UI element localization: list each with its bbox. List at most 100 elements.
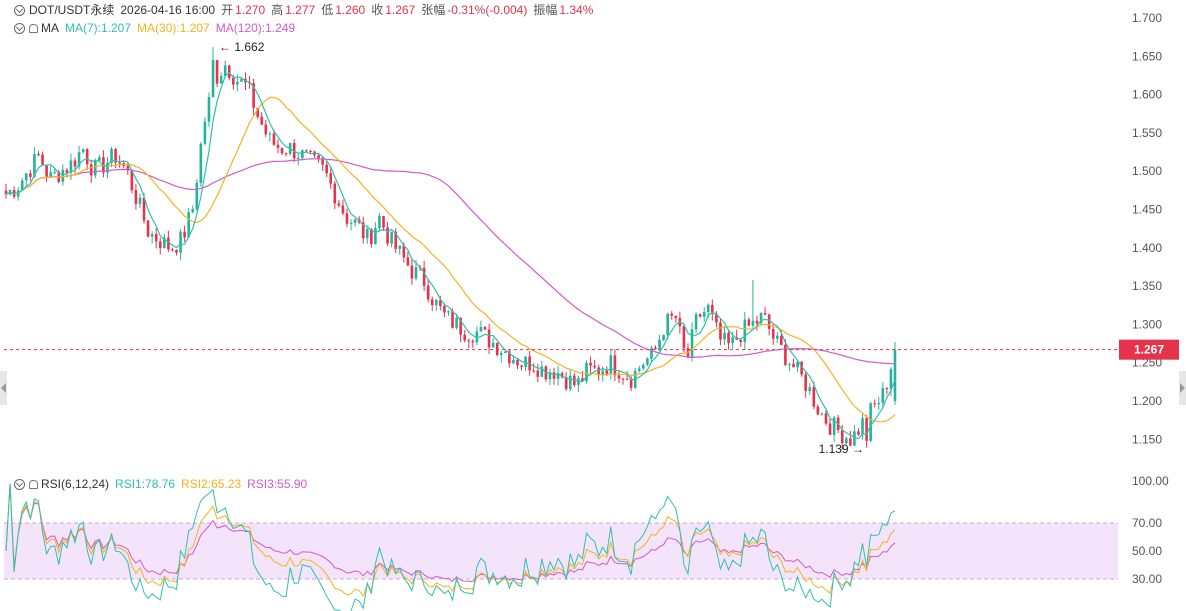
candle-body (236, 81, 239, 85)
candle-body (617, 375, 621, 379)
candle-body (816, 406, 820, 415)
candle-body (260, 116, 264, 125)
candle-body (686, 348, 690, 358)
candle-body (305, 150, 308, 152)
candle-body (77, 152, 81, 167)
ohlc-header: DOT/USDT永续 2026-04-16 16:00 开 1.270 高 1.… (14, 2, 593, 18)
candle-body (662, 335, 665, 340)
candle-body (150, 233, 154, 237)
candle-body (256, 107, 259, 117)
candle-body (577, 378, 580, 386)
candle-body (658, 339, 661, 349)
candle-body (715, 313, 718, 323)
candle-body (613, 355, 617, 376)
price-axis-tick: 1.300 (1132, 317, 1162, 331)
candle-body (487, 329, 491, 348)
candle-body (861, 418, 864, 435)
candle-body (69, 160, 73, 173)
candle-body (516, 359, 519, 366)
candle-body (154, 233, 158, 242)
candle-body (873, 403, 877, 405)
scroll-right-button[interactable] (1179, 371, 1186, 405)
candle-body (179, 231, 182, 253)
candle-body (597, 367, 600, 376)
rsi-label: RSI(6,12,24) (41, 477, 110, 491)
candle-body (49, 172, 52, 177)
candle-body (85, 149, 89, 165)
price-axis-tick: 1.150 (1132, 432, 1162, 446)
candle-body (183, 231, 186, 238)
low-value: 1.260 (335, 3, 366, 17)
candle-body (126, 165, 130, 171)
candle-body (784, 344, 787, 365)
chevron-left-icon (1, 383, 6, 393)
candle-body (187, 212, 190, 238)
current-price-tag (1119, 339, 1179, 360)
scroll-left-button[interactable] (0, 371, 7, 405)
candle-body (812, 387, 816, 407)
candle-body (759, 312, 763, 324)
price-axis-tick: 1.700 (1132, 11, 1162, 25)
candle-body (130, 170, 134, 191)
candle-body (808, 387, 812, 391)
change-value: -0.31%(-0.004) (447, 3, 528, 17)
candle-body (459, 317, 462, 335)
candle-body (463, 334, 467, 341)
ma7-line (5, 71, 896, 440)
candle-body (65, 169, 69, 173)
current-price-label: 1.267 (1134, 343, 1164, 357)
candle-body (751, 320, 755, 326)
candle-body (81, 149, 85, 153)
candle-body (386, 227, 389, 244)
candle-body (865, 418, 868, 441)
ma-collapse-icon[interactable] (14, 22, 25, 34)
candle-body (723, 332, 726, 340)
candle-body (719, 322, 722, 340)
candle-body (889, 369, 893, 389)
high-annotation: ← 1.662 (219, 40, 265, 54)
candle-body (398, 245, 402, 249)
candle-body (629, 379, 633, 388)
candle-body (548, 372, 552, 380)
candle-body (443, 305, 446, 313)
candle-body (390, 231, 393, 244)
rsi-alert-bell-icon[interactable] (29, 479, 38, 489)
candle-body (857, 431, 860, 435)
candle-body (881, 387, 885, 403)
candle-body (832, 417, 836, 435)
candle-body (674, 315, 678, 319)
rsi1-legend: RSI1:78.76 (115, 477, 176, 491)
ma30-line (5, 96, 896, 423)
candle-body (666, 313, 669, 336)
candle-body (828, 423, 832, 435)
candle-body (702, 312, 706, 317)
candle-body (215, 60, 219, 84)
candle-body (853, 431, 856, 446)
candle-body (341, 205, 345, 214)
candle-body (731, 337, 734, 344)
candle-body (727, 332, 730, 344)
candle-body (374, 228, 377, 245)
candle-body (118, 162, 121, 164)
collapse-toggle-icon[interactable] (14, 4, 25, 16)
candle-body (483, 327, 487, 330)
rsi-collapse-icon[interactable] (14, 478, 25, 490)
candle-body (394, 231, 397, 249)
candle-body (158, 241, 162, 248)
candle-body (475, 331, 479, 343)
alert-bell-icon[interactable] (29, 23, 38, 33)
candle-body (877, 402, 881, 405)
candle-body (272, 133, 276, 145)
candle-body (203, 121, 207, 144)
candle-body (447, 311, 450, 313)
candle-body (621, 378, 625, 380)
candle-body (232, 77, 235, 85)
symbol-label: DOT/USDT永续 (29, 3, 115, 17)
candle-body (800, 361, 803, 375)
candle-body (94, 160, 97, 176)
candle-body (520, 365, 523, 367)
candle-body (747, 319, 751, 326)
candle-body (605, 370, 609, 374)
candle-body (840, 429, 844, 444)
